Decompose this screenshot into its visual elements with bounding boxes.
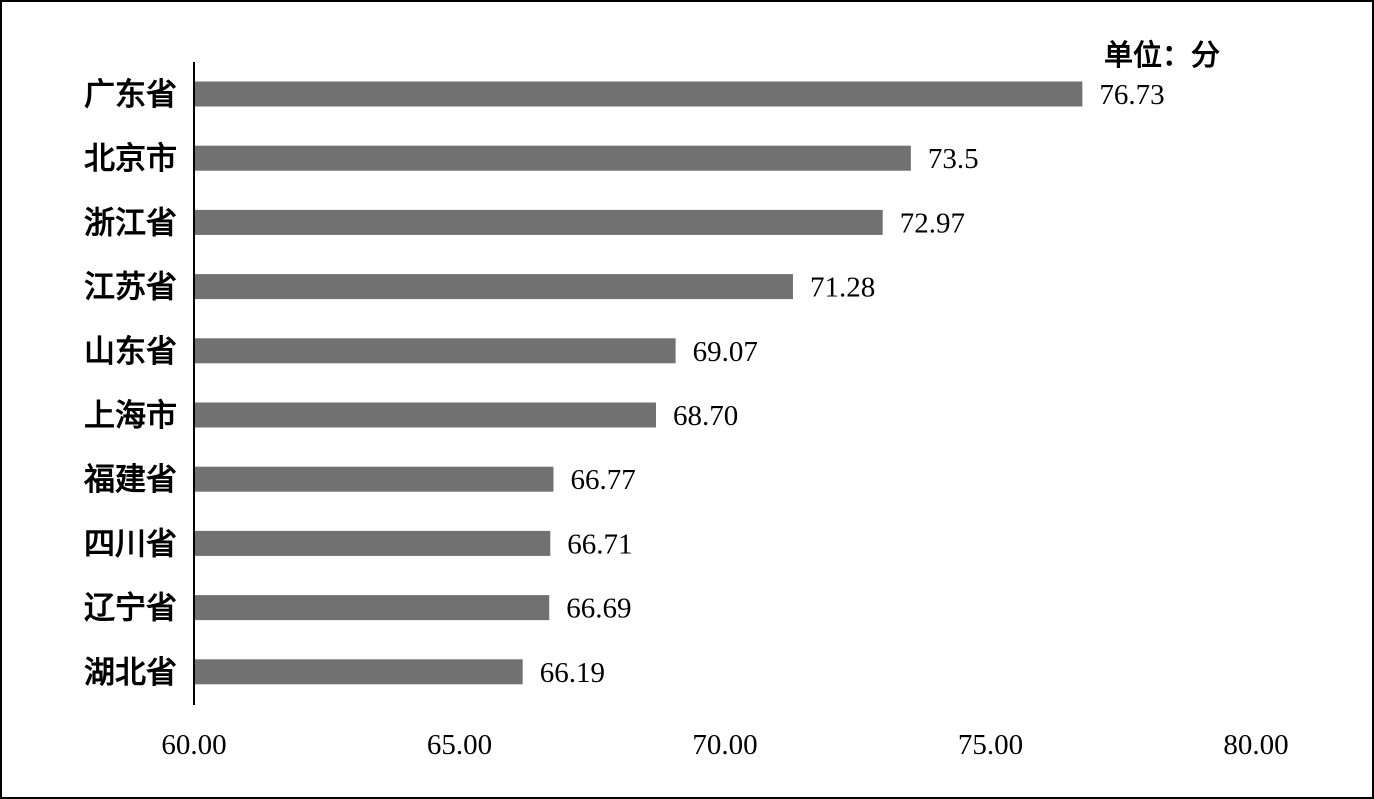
bars-layer [195, 81, 1083, 685]
x-tick-label: 75.00 [958, 729, 1023, 761]
value-label: 76.73 [1099, 79, 1164, 111]
bar [195, 338, 676, 364]
value-label: 73.5 [928, 143, 979, 175]
bar [195, 402, 656, 428]
bar [195, 530, 551, 556]
unit-label: 单位：分 [1104, 38, 1220, 72]
x-tick-label: 80.00 [1223, 729, 1288, 761]
value-label: 66.69 [566, 593, 631, 625]
x-tick-label: 65.00 [427, 729, 492, 761]
value-label: 66.77 [570, 464, 635, 496]
x-tick-label: 70.00 [692, 729, 757, 761]
value-label: 66.71 [567, 528, 632, 560]
bar [195, 274, 793, 300]
ticks-layer: 60.00 65.00 70.00 75.00 80.00 [161, 729, 1288, 761]
category-label: 辽宁省 [84, 591, 177, 627]
value-label: 69.07 [693, 336, 758, 368]
category-label: 北京市 [84, 141, 177, 177]
bar [195, 659, 523, 685]
category-label: 福建省 [83, 462, 177, 498]
category-label: 湖北省 [84, 655, 177, 691]
bar [195, 595, 550, 621]
category-label: 广东省 [84, 77, 177, 113]
value-label: 66.19 [540, 657, 605, 689]
value-label: 71.28 [810, 272, 875, 304]
bar [195, 145, 911, 171]
value-label: 68.70 [673, 400, 738, 432]
x-tick-label: 60.00 [161, 729, 226, 761]
category-label: 浙江省 [84, 205, 177, 241]
category-label: 上海市 [84, 398, 177, 434]
category-label: 山东省 [84, 334, 177, 370]
bar [195, 466, 554, 492]
labels-layer: 广东省 76.73 北京市 73.5 浙江省 72.97 江苏省 71.28 山东省 69.07 上… [83, 77, 1165, 691]
bar [195, 209, 883, 235]
value-label: 72.97 [900, 207, 965, 239]
category-label: 江苏省 [84, 270, 177, 306]
bar [195, 81, 1083, 107]
category-label: 四川省 [84, 526, 177, 562]
